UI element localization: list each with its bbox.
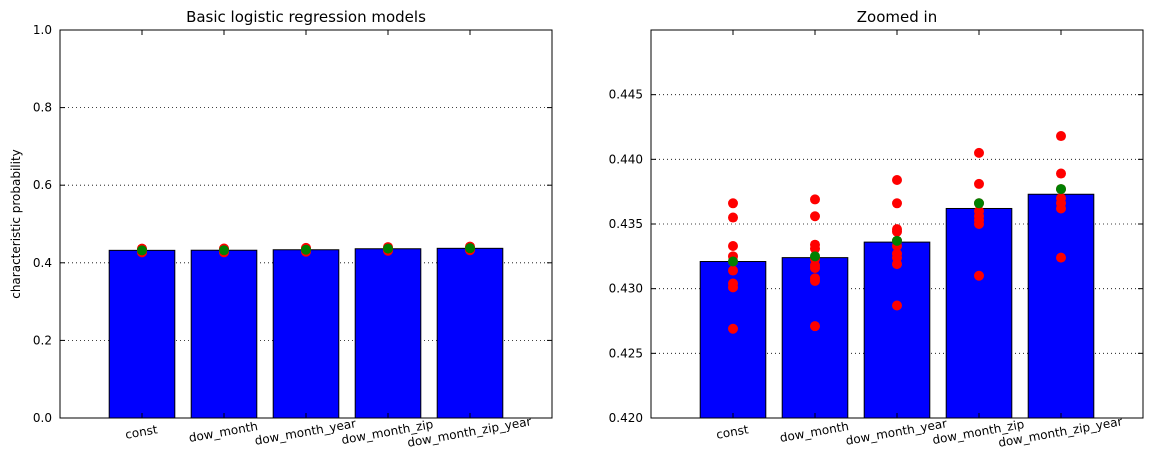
- sample-point: [728, 212, 738, 223]
- mean-point: [219, 245, 229, 256]
- sample-point: [892, 226, 902, 237]
- x-tick-label: dow_month: [188, 419, 259, 445]
- sample-point: [892, 198, 902, 209]
- chart-title: Zoomed in: [857, 8, 937, 26]
- y-tick-label: 0.0: [33, 411, 52, 425]
- mean-point: [383, 243, 393, 254]
- y-tick-label: 0.425: [609, 346, 643, 360]
- sample-point: [892, 300, 902, 311]
- bar-dow_month_zip_year: [1027, 193, 1095, 419]
- sample-point: [810, 262, 820, 273]
- x-tick-label: const: [715, 422, 750, 441]
- sample-point: [728, 198, 738, 209]
- mean-point: [137, 245, 147, 256]
- sample-point: [728, 265, 738, 276]
- sample-point: [1056, 168, 1066, 179]
- y-tick-label: 0.445: [609, 88, 643, 102]
- sample-point: [1056, 203, 1066, 214]
- bar-dow_month: [190, 249, 258, 419]
- mean-point: [1056, 184, 1066, 195]
- y-tick-label: 1.0: [33, 23, 52, 37]
- bar-dow_month_year: [272, 249, 340, 419]
- sample-point: [810, 321, 820, 332]
- sample-point: [810, 194, 820, 205]
- sample-point: [1056, 131, 1066, 142]
- sample-point: [810, 243, 820, 254]
- y-axis-label: characteristic probability: [9, 149, 23, 299]
- bar-dow_month_zip: [354, 248, 422, 419]
- y-tick-label: 0.8: [33, 101, 52, 115]
- x-tick-label: const: [124, 422, 159, 441]
- y-tick-label: 0.4: [33, 256, 52, 270]
- bar-dow_month_year: [863, 241, 931, 419]
- bar-dow_month_zip: [945, 207, 1013, 419]
- sample-point: [810, 211, 820, 222]
- mean-point: [974, 198, 984, 209]
- sample-point: [974, 147, 984, 158]
- sample-point: [892, 175, 902, 186]
- chart-title: Basic logistic regression models: [186, 8, 426, 26]
- sample-point: [974, 178, 984, 189]
- mean-point: [892, 235, 902, 246]
- sample-point: [728, 240, 738, 251]
- sample-point: [810, 275, 820, 286]
- mean-point: [465, 243, 475, 254]
- y-tick-label: 0.435: [609, 217, 643, 231]
- mean-point: [301, 244, 311, 255]
- y-tick-label: 0.420: [609, 411, 643, 425]
- y-tick-label: 0.2: [33, 333, 52, 347]
- sample-point: [974, 270, 984, 281]
- chart-zoomed-in: 0.420 0.425 0.430 0.435 0.440 0.445 const dow_m…: [609, 8, 1144, 450]
- mean-point: [810, 251, 820, 262]
- bar-const: [108, 249, 176, 419]
- sample-point: [728, 282, 738, 293]
- bar-dow_month_zip_year: [436, 247, 504, 419]
- x-tick-label: dow_month: [779, 419, 850, 445]
- mean-point: [728, 256, 738, 267]
- sample-point: [974, 219, 984, 229]
- sample-point: [728, 323, 738, 334]
- sample-point: [1056, 252, 1066, 263]
- y-tick-label: 0.440: [609, 152, 643, 166]
- sample-point: [892, 259, 902, 270]
- y-tick-label: 0.430: [609, 282, 643, 296]
- y-tick-label: 0.6: [33, 178, 52, 192]
